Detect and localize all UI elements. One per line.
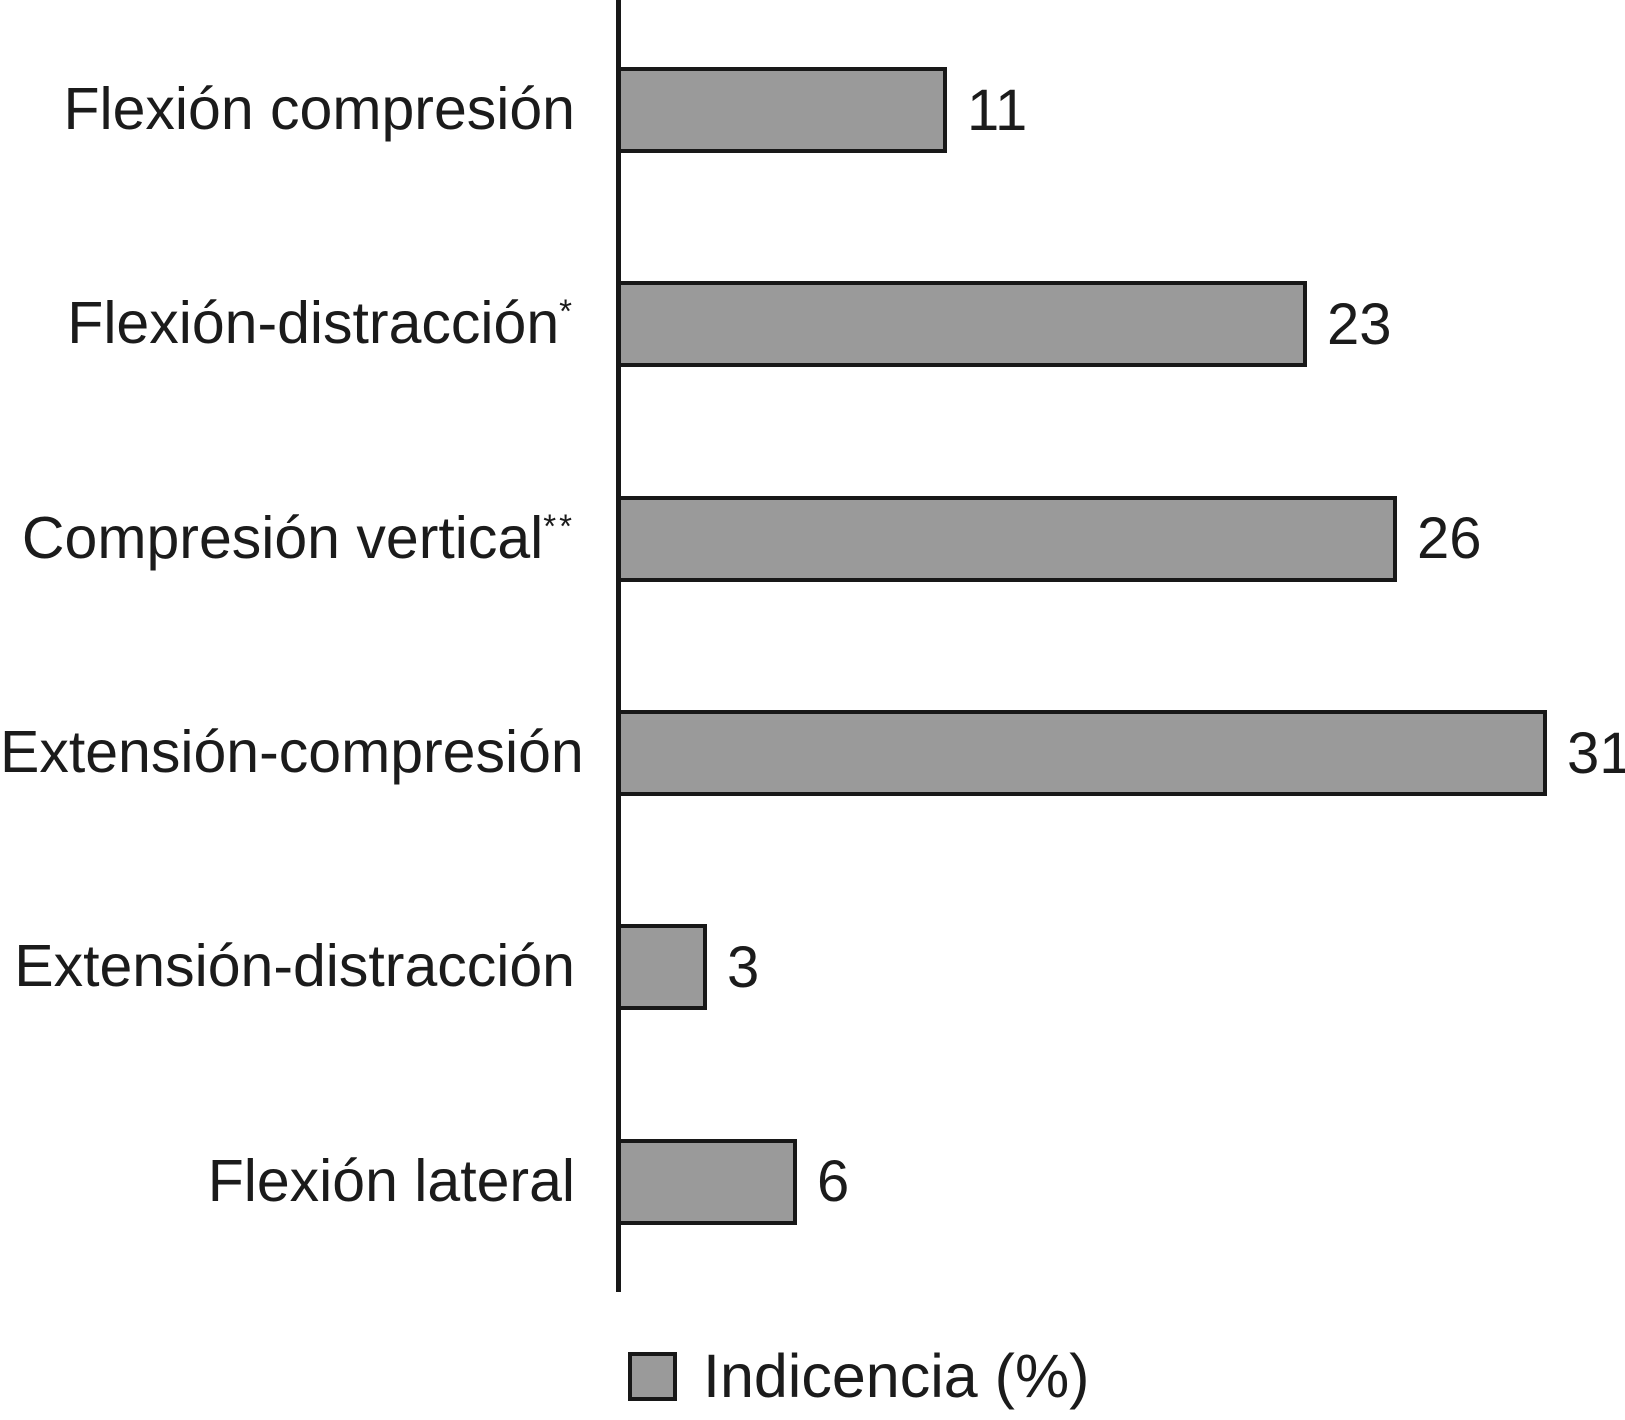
category-text: Extensión-distracción: [14, 933, 575, 1000]
legend-label: Indicencia (%): [703, 1342, 1090, 1410]
category-label: Flexión lateral: [0, 1147, 617, 1214]
bar-row: Flexión lateral 6: [0, 1074, 1625, 1288]
bar: [617, 495, 1397, 582]
bar: [617, 710, 1547, 797]
value-label: 26: [1417, 506, 1482, 572]
bar-row: Extensión-distracción 3: [0, 860, 1625, 1074]
category-text: Flexión compresión: [63, 76, 575, 143]
category-superscript: *: [559, 293, 575, 331]
category-label: Extensión-compresión: [0, 719, 617, 786]
bar-row: Compresión vertical** 26: [0, 432, 1625, 646]
bar-row: Flexión compresión 11: [0, 3, 1625, 217]
bar-row: Flexión-distracción* 23: [0, 217, 1625, 431]
bar-row: Extensión-compresión 31: [0, 646, 1625, 860]
y-axis-line: [616, 0, 621, 1292]
category-label: Flexión-distracción*: [0, 290, 617, 357]
category-text: Extensión-compresión: [0, 719, 584, 786]
value-label: 31: [1567, 720, 1625, 786]
bar: [617, 1138, 797, 1225]
bar: [617, 924, 707, 1011]
category-text: Flexión lateral: [207, 1147, 575, 1214]
category-superscript: **: [543, 508, 575, 546]
bar: [617, 67, 947, 154]
category-label: Compresión vertical**: [0, 504, 617, 571]
category-label: Flexión compresión: [0, 76, 617, 143]
category-text: Flexión-distracción: [67, 290, 560, 357]
legend: Indicencia (%): [628, 1341, 1090, 1411]
category-text: Compresión vertical: [21, 504, 544, 571]
bar: [617, 281, 1307, 368]
value-label: 23: [1327, 291, 1392, 357]
category-label: Extensión-distracción: [0, 933, 617, 1000]
legend-swatch-icon: [628, 1351, 677, 1401]
value-label: 3: [727, 934, 760, 1000]
chart-rows: Flexión compresión 11 Flexión-distracció…: [0, 3, 1625, 1289]
value-label: 6: [817, 1149, 850, 1215]
value-label: 11: [967, 77, 1028, 143]
